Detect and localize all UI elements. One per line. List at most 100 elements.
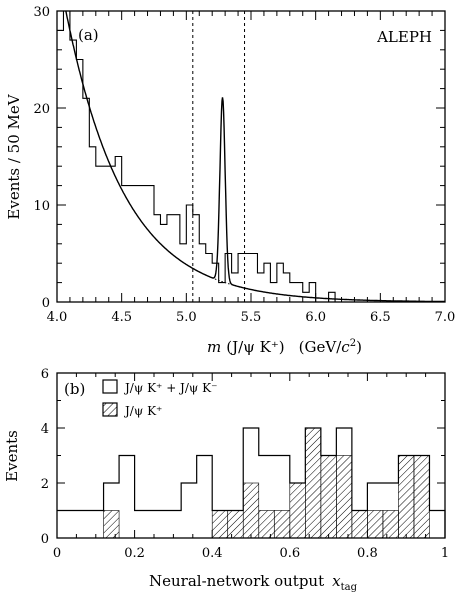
open-bar [88,511,104,539]
histogram-bin [70,40,76,302]
histogram-bin [148,186,154,302]
open-histogram-outline [57,427,446,538]
hatched-bar [413,455,430,539]
x-axis-label-sub: tag [341,582,358,593]
y-tick-label: 20 [33,102,50,117]
hatched-bar [273,510,291,539]
histogram-bin [141,186,147,302]
hatched-bar [211,510,229,539]
x-tick-label: 0.8 [357,546,378,561]
histogram-bin [245,254,251,303]
x-axis-label-arg: (J/ψ K⁺) [226,338,284,356]
open-bar [150,511,166,539]
hatched-bar [103,510,120,539]
legend-label-open: J/ψ K⁺ + J/ψ K⁻ [123,381,217,395]
histogram-bin [109,166,115,302]
panel-label: (a) [78,26,99,44]
histogram-bin [154,215,160,302]
histogram-bin [76,60,82,303]
y-tick-label: 10 [33,199,50,214]
x-axis-label-var: x [332,572,341,590]
x-tick-label: 5.0 [176,310,197,325]
histogram-bin [309,283,315,302]
x-tick-label: 1 [441,546,449,561]
histogram-bin [290,283,296,302]
open-bar [135,511,151,539]
x-tick-label: 0.6 [279,546,300,561]
hatched-bar [258,510,275,539]
x-tick-label: 7.0 [435,310,456,325]
y-tick-label: 4 [41,422,49,437]
histogram-bin [167,215,173,302]
x-axis-label-unit-exp: 2 [350,338,356,349]
x-axis-label-unit-var: c [341,338,350,356]
y-tick-label: 6 [41,367,49,382]
histogram-bin [270,283,276,302]
open-bar [429,511,445,539]
histograms [57,427,446,539]
histogram-bin [180,244,186,302]
histogram-bin [89,147,95,302]
x-axis-label: m (J/ψ K⁺) (GeV/c2) [207,338,362,356]
y-tick-label: 2 [41,477,49,492]
y-axis-label: Events / 50 MeV [5,93,23,219]
histogram-bin [219,283,225,302]
legend: J/ψ K⁺ + J/ψ K⁻ J/ψ K⁺ [102,379,217,418]
histogram-bin [193,215,199,302]
x-tick-label: 6.5 [370,310,391,325]
hatched-bar [382,510,399,539]
x-tick-label: 4.0 [47,310,68,325]
panel-a: 4.0 4.5 5.0 5.5 6.0 6.5 7.0 0 10 20 30 (a) ALEPH E… [5,5,456,356]
legend-label-hatched: J/ψ K⁺ [123,404,162,418]
histogram-bin [251,254,257,303]
histogram-bin [277,263,283,302]
histogram-bin [257,273,263,302]
hatched-bar [289,482,306,539]
histogram-bin [96,166,102,302]
histogram-bin [232,273,238,302]
hatched-bar [351,510,368,539]
histogram-bin [135,186,141,302]
axis-ticks: 0 0.2 0.4 0.6 0.8 1 0 2 4 6 [41,367,449,561]
open-bar [166,511,182,539]
hatched-bar [398,455,415,539]
open-bar [57,511,73,539]
x-axis-label-unit-prefix: (GeV/ [299,338,343,356]
x-axis-label-unit-suffix: ) [356,338,362,356]
histogram-bin [186,205,192,302]
histogram-bin [296,283,302,302]
histogram-bin [329,292,335,302]
histogram-bin [102,166,108,302]
y-axis-label: Events [3,430,21,482]
open-bar [181,483,197,538]
legend-swatch-hatched [102,402,118,417]
histogram-bin [264,263,270,302]
histogram [57,11,445,302]
open-bar [119,456,135,539]
hatched-bar [242,482,260,539]
x-tick-label: 5.5 [241,310,262,325]
panel-b: 0 0.2 0.4 0.6 0.8 1 0 2 4 6 (b) J/ψ K⁺ + J/ψ K⁻ J… [3,367,449,593]
y-tick-label: 0 [42,296,50,311]
x-tick-label: 0.4 [202,546,223,561]
histogram-bin [63,11,69,302]
x-tick-label: 0.2 [124,546,145,561]
x-tick-label: 6.0 [305,310,326,325]
histogram-bin [212,263,218,302]
y-tick-label: 30 [33,5,50,20]
open-bar [73,511,89,539]
hatched-bar [305,427,322,539]
hatched-bar [336,455,353,539]
x-axis-label-text: Neural-network output [149,572,324,590]
x-axis-label: Neural-network output xtag [149,572,358,593]
x-tick-label: 0 [53,546,61,561]
panel-label: (b) [64,380,85,398]
histogram-bin [283,273,289,302]
hatched-bar [227,510,244,539]
x-tick-label: 4.5 [111,310,132,325]
x-axis-label-var: m [207,338,221,356]
vertical-lines [192,11,246,302]
hatched-bar [367,510,384,539]
experiment-label: ALEPH [376,28,432,46]
